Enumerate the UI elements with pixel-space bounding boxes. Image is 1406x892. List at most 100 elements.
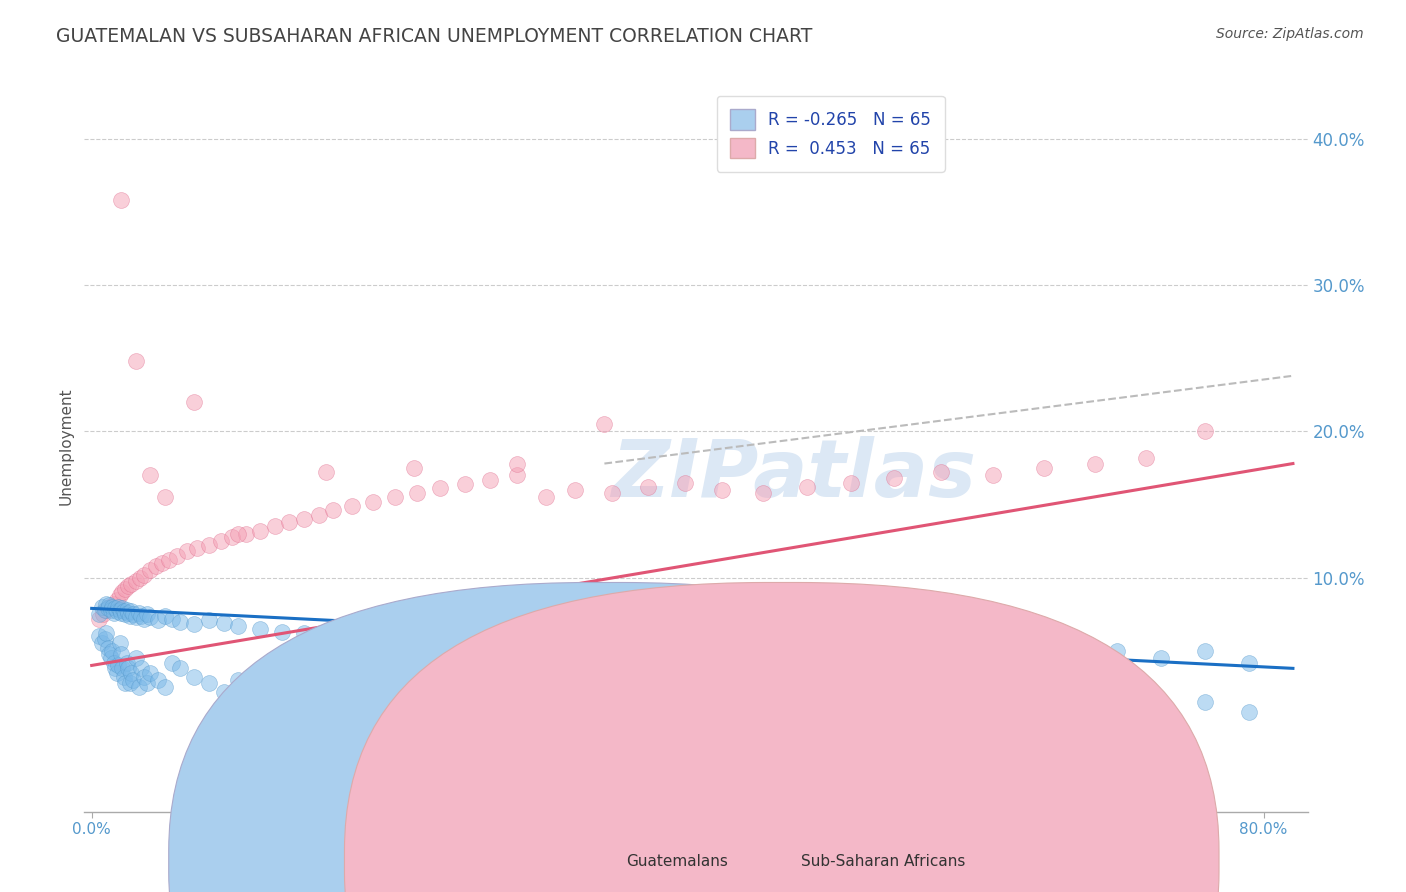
Point <box>1004 699 1026 714</box>
Point <box>1237 656 1260 670</box>
Point <box>1047 690 1070 705</box>
Text: ZIPatlas: ZIPatlas <box>612 436 976 515</box>
Point <box>117 579 139 593</box>
Point <box>915 695 938 709</box>
Point <box>87 612 110 626</box>
Point <box>111 585 134 599</box>
Point <box>118 676 141 690</box>
Legend: R = -0.265   N = 65, R =  0.453   N = 65: R = -0.265 N = 65, R = 0.453 N = 65 <box>717 96 945 171</box>
Point <box>593 417 616 431</box>
Point <box>183 395 205 409</box>
Point <box>271 624 294 639</box>
Point <box>157 553 180 567</box>
Point <box>146 673 169 687</box>
Point <box>134 567 156 582</box>
Point <box>652 699 675 714</box>
Point <box>226 619 249 633</box>
Point <box>98 599 121 613</box>
Point <box>96 626 118 640</box>
Point <box>183 617 205 632</box>
Point <box>169 661 191 675</box>
Point <box>93 607 115 622</box>
Point <box>96 597 118 611</box>
Point <box>118 608 141 623</box>
Point <box>100 651 122 665</box>
Point <box>134 612 156 626</box>
Text: GUATEMALAN VS SUBSAHARAN AFRICAN UNEMPLOYMENT CORRELATION CHART: GUATEMALAN VS SUBSAHARAN AFRICAN UNEMPLO… <box>56 27 813 45</box>
Point <box>128 606 150 620</box>
Point <box>406 485 429 500</box>
Point <box>981 468 1004 483</box>
Point <box>384 490 406 504</box>
Point <box>388 636 411 650</box>
Point <box>505 468 527 483</box>
Point <box>139 563 162 577</box>
Point <box>150 556 173 570</box>
Point <box>108 588 131 602</box>
Point <box>103 606 125 620</box>
Point <box>388 688 411 702</box>
Point <box>115 656 138 670</box>
Point <box>100 603 122 617</box>
Point <box>110 193 132 207</box>
Point <box>115 603 138 617</box>
Point <box>124 574 146 588</box>
Point <box>169 615 191 629</box>
Point <box>959 705 981 719</box>
Point <box>839 475 862 490</box>
Point <box>1032 461 1054 475</box>
Point <box>883 471 905 485</box>
Point <box>477 632 499 646</box>
Point <box>637 480 659 494</box>
Point <box>564 638 586 652</box>
Point <box>959 636 981 650</box>
Point <box>87 629 110 643</box>
Point <box>120 604 142 618</box>
Point <box>124 610 146 624</box>
Point <box>1194 425 1216 439</box>
Point <box>278 515 301 529</box>
Point <box>162 656 184 670</box>
Point <box>209 534 232 549</box>
Point <box>322 503 344 517</box>
Point <box>108 603 131 617</box>
Point <box>1107 709 1129 723</box>
Point <box>104 661 127 675</box>
Point <box>112 670 135 684</box>
Point <box>114 607 136 622</box>
Point <box>1135 450 1157 465</box>
Point <box>593 676 616 690</box>
Point <box>212 615 235 630</box>
Point <box>593 688 616 702</box>
Point <box>1150 702 1173 716</box>
Point <box>235 526 257 541</box>
Point <box>124 354 146 368</box>
Point <box>108 636 131 650</box>
Point <box>783 695 806 709</box>
Point <box>1084 457 1107 471</box>
Point <box>186 541 208 556</box>
Point <box>607 632 630 646</box>
Point <box>128 681 150 695</box>
Point <box>361 494 384 508</box>
Point <box>359 635 381 649</box>
Point <box>491 658 513 673</box>
Point <box>454 477 477 491</box>
Point <box>221 530 243 544</box>
Point <box>564 483 586 497</box>
Point <box>121 607 143 622</box>
Point <box>134 670 156 684</box>
Point <box>1107 644 1129 658</box>
Point <box>162 612 184 626</box>
Point <box>120 665 142 680</box>
Point <box>112 604 135 618</box>
Point <box>124 651 146 665</box>
Point <box>828 709 851 723</box>
Point <box>740 640 762 655</box>
Point <box>96 603 118 617</box>
Point <box>105 592 128 607</box>
Point <box>139 468 162 483</box>
Point <box>103 656 125 670</box>
Point <box>107 658 129 673</box>
Point <box>101 644 124 658</box>
